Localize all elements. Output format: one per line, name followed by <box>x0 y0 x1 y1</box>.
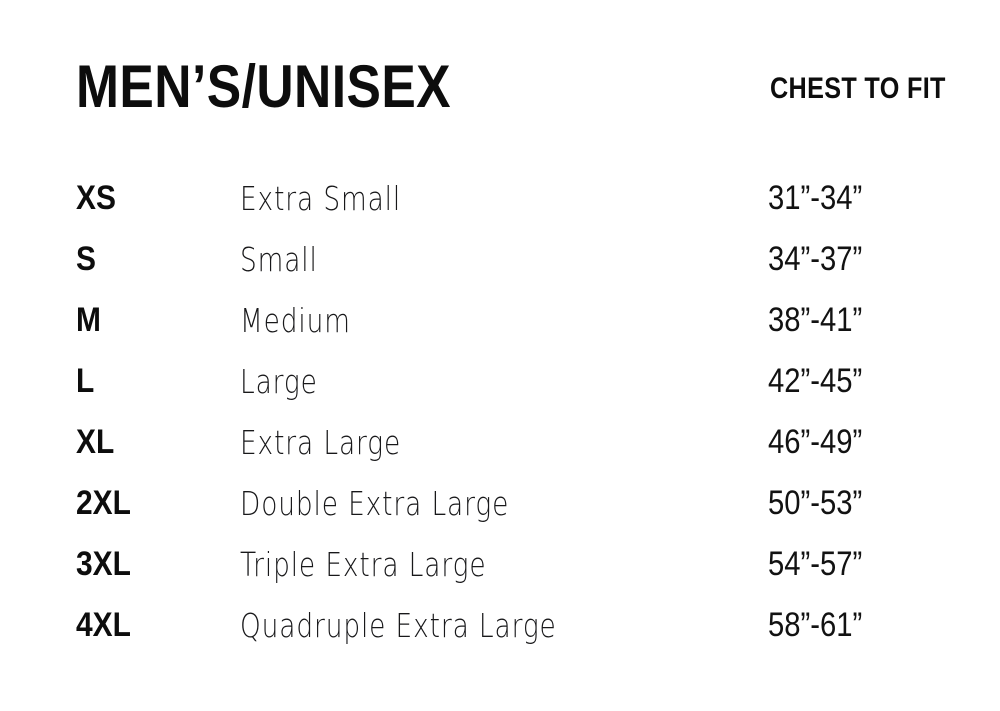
size-abbreviation: XL <box>76 423 115 461</box>
table-row: L Large 42”-45” <box>0 351 1000 412</box>
size-abbreviation: M <box>76 301 101 339</box>
table-row: 3XL Triple Extra Large 54”-57” <box>0 534 1000 595</box>
size-abbreviation: S <box>76 240 96 278</box>
table-row: 2XL Double Extra Large 50”-53” <box>0 473 1000 534</box>
size-description: Large <box>240 362 318 401</box>
size-description: Extra Small <box>240 179 402 218</box>
size-abbreviation: 2XL <box>76 484 131 522</box>
size-description: Extra Large <box>240 423 402 462</box>
chest-measurement: 54”-57” <box>768 545 863 583</box>
size-description: Quadruple Extra Large <box>240 606 557 645</box>
size-abbreviation: XS <box>76 179 116 217</box>
table-row: M Medium 38”-41” <box>0 290 1000 351</box>
size-table: XS Extra Small 31”-34” S Small 34”-37” M Medium… <box>0 168 1000 656</box>
chest-measurement: 58”-61” <box>768 606 863 644</box>
chest-measurement: 46”-49” <box>768 423 863 461</box>
size-abbreviation: 4XL <box>76 606 131 644</box>
size-description: Double Extra Large <box>240 484 510 523</box>
chest-measurement: 31”-34” <box>768 179 863 217</box>
chest-measurement: 38”-41” <box>768 301 863 339</box>
size-description: Triple Extra Large <box>240 545 487 584</box>
size-description: Medium <box>240 301 351 340</box>
size-abbreviation: 3XL <box>76 545 131 583</box>
chest-measurement: 42”-45” <box>768 362 863 400</box>
table-row: XS Extra Small 31”-34” <box>0 168 1000 229</box>
chart-header: MEN’S/UNISEX CHEST TO FIT <box>0 56 1000 118</box>
column-header-chest-to-fit: CHEST TO FIT <box>770 72 946 105</box>
chest-measurement: 50”-53” <box>768 484 863 522</box>
table-row: XL Extra Large 46”-49” <box>0 412 1000 473</box>
size-description: Small <box>240 240 318 279</box>
page-title: MEN’S/UNISEX <box>76 53 452 120</box>
table-row: 4XL Quadruple Extra Large 58”-61” <box>0 595 1000 656</box>
chest-measurement: 34”-37” <box>768 240 863 278</box>
size-abbreviation: L <box>76 362 95 400</box>
table-row: S Small 34”-37” <box>0 229 1000 290</box>
